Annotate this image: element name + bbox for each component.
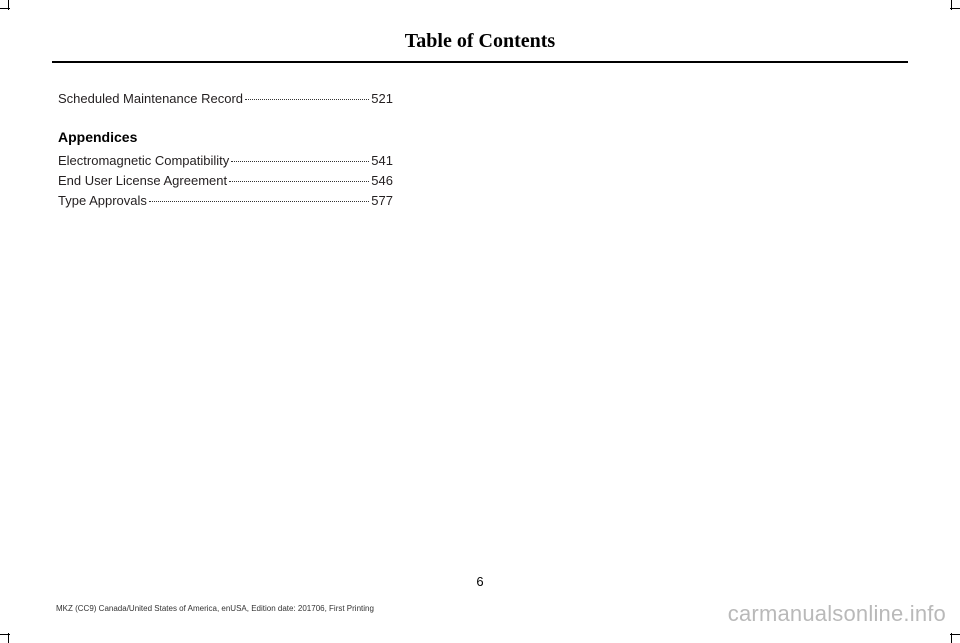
toc-entry: Type Approvals 577 (58, 191, 393, 211)
dot-leader (149, 201, 369, 202)
toc-entry: End User License Agreement 546 (58, 171, 393, 191)
dot-leader (231, 161, 369, 162)
footer-edition-info: MKZ (CC9) Canada/United States of Americ… (56, 604, 374, 613)
toc-entry-label: Electromagnetic Compatibility (58, 151, 229, 171)
toc-column: Scheduled Maintenance Record 521 Appendi… (58, 89, 393, 211)
section-heading: Appendices (58, 127, 393, 149)
page-container: Table of Contents Scheduled Maintenance … (12, 0, 948, 633)
toc-entry-label: Scheduled Maintenance Record (58, 89, 243, 109)
crop-mark (8, 633, 9, 643)
toc-entry: Electromagnetic Compatibility 541 (58, 151, 393, 171)
watermark-text: carmanualsonline.info (728, 601, 946, 627)
crop-mark (951, 0, 952, 10)
toc-entry-label: End User License Agreement (58, 171, 227, 191)
toc-entry-page: 541 (371, 151, 393, 171)
crop-mark (951, 633, 952, 643)
toc-entry-page: 521 (371, 89, 393, 109)
page-title: Table of Contents (52, 30, 908, 53)
page-number: 6 (12, 574, 948, 589)
toc-entry-page: 577 (371, 191, 393, 211)
crop-mark (8, 0, 9, 10)
title-rule (52, 61, 908, 63)
toc-entry-label: Type Approvals (58, 191, 147, 211)
dot-leader (245, 99, 369, 100)
toc-entry-page: 546 (371, 171, 393, 191)
dot-leader (229, 181, 369, 182)
toc-entry: Scheduled Maintenance Record 521 (58, 89, 393, 109)
